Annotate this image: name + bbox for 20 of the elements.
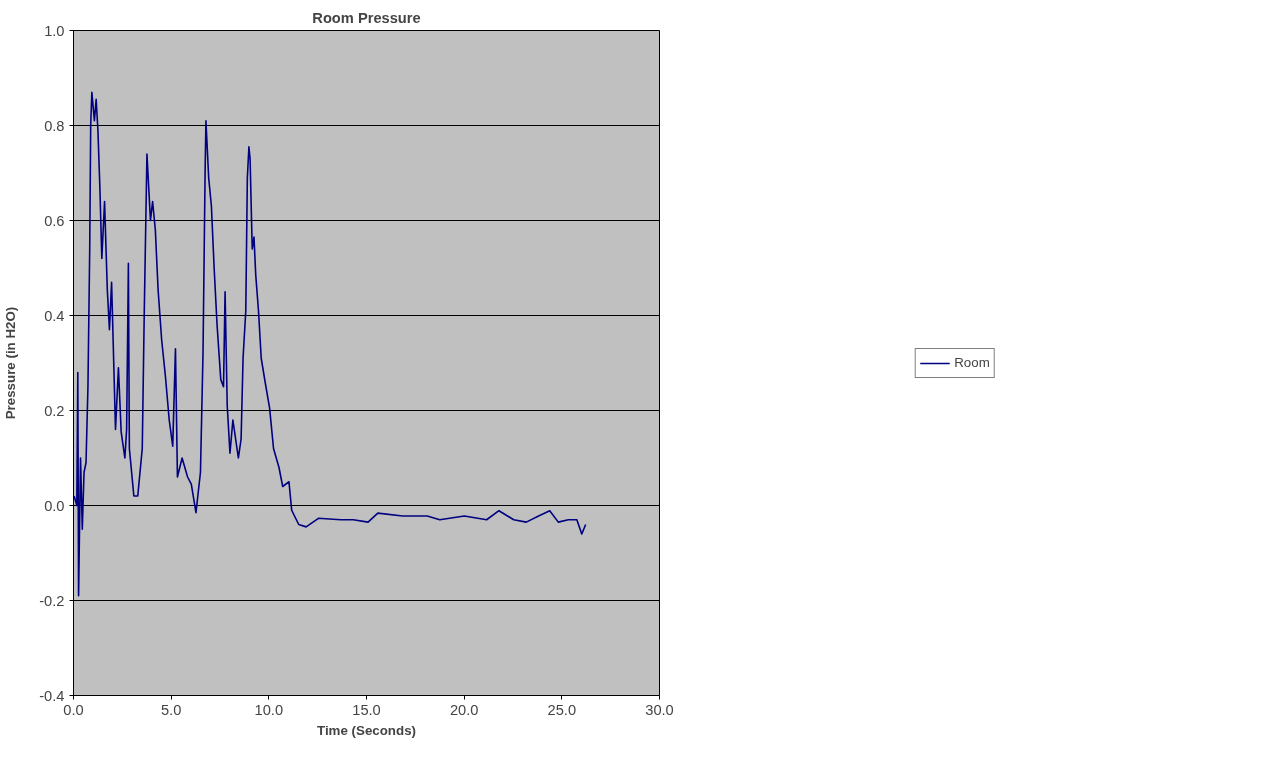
x-tick-label: 0.0 xyxy=(63,701,84,718)
line-series xyxy=(73,91,587,597)
y-tick-label: 0.8 xyxy=(44,117,65,134)
x-tick-label: 25.0 xyxy=(547,701,577,718)
y-axis-title: Pressure (in H2O) xyxy=(3,306,19,420)
y-tick-label: 1.0 xyxy=(44,22,65,39)
x-tick-label: 30.0 xyxy=(645,701,674,718)
x-tick-label: 20.0 xyxy=(449,701,479,718)
y-tick-label: 0.2 xyxy=(44,402,65,419)
y-tick-label: -0.2 xyxy=(39,592,65,609)
y-tick-label: 0.4 xyxy=(44,307,65,324)
x-tick-label: 15.0 xyxy=(352,701,381,718)
y-tick-label: -0.4 xyxy=(39,687,65,704)
x-tick-label: 10.0 xyxy=(254,701,284,718)
legend-label: Room xyxy=(954,355,990,370)
x-tick-label: 5.0 xyxy=(160,701,182,718)
chart-title: Room Pressure xyxy=(312,9,421,26)
y-tick-label: 0.6 xyxy=(44,212,65,229)
x-axis-title: Time (Seconds) xyxy=(317,722,416,738)
y-tick-label: 0.0 xyxy=(44,497,65,514)
